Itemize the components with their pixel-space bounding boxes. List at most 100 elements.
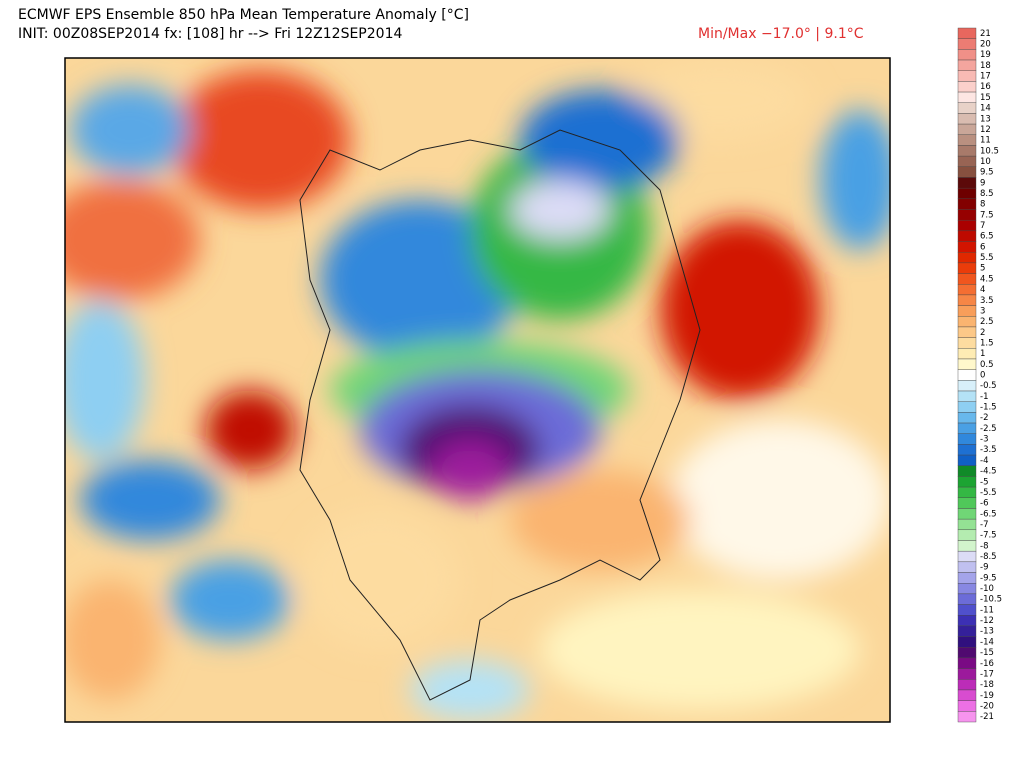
colorbar-label: -3.5 [980, 445, 997, 455]
colorbar-swatch [957, 219, 977, 232]
colorbar-label: -17 [980, 669, 994, 679]
colorbar-label: -1.5 [980, 403, 997, 413]
colorbar-swatch [957, 27, 977, 39]
colorbar-swatch [957, 198, 977, 210]
colorbar-label: 21 [980, 29, 991, 39]
colorbar-swatch [957, 689, 977, 701]
colorbar-label: -10 [980, 584, 994, 594]
colorbar-swatch [957, 262, 977, 274]
colorbar-label: 1 [980, 349, 985, 359]
colorbar-label: -14 [980, 637, 994, 647]
colorbar-swatch [957, 390, 977, 402]
colorbar-swatch [957, 166, 977, 178]
colorbar-label: 3.5 [980, 296, 994, 306]
colorbar-label: 8.5 [980, 189, 994, 199]
colorbar-label: -2 [980, 413, 988, 423]
colorbar-label: 6 [980, 242, 985, 252]
colorbar-swatch [957, 412, 977, 424]
colorbar-label: -9.5 [980, 573, 997, 583]
title: ECMWF EPS Ensemble 850 hPa Mean Temperat… [18, 7, 469, 23]
colorbar-label: -1 [980, 392, 988, 402]
colorbar-label: 6.5 [980, 232, 994, 242]
colorbar-label: -16 [980, 659, 994, 669]
colorbar-swatch [957, 615, 977, 627]
colorbar: 212019181716151413121110.5109.598.587.57… [957, 27, 1002, 723]
colorbar-label: 10 [980, 157, 991, 167]
colorbar-swatch [957, 422, 977, 434]
colorbar-swatch [957, 294, 977, 306]
colorbar-swatch [957, 433, 977, 445]
colorbar-label: -13 [980, 627, 994, 637]
colorbar-swatch [957, 679, 977, 691]
colorbar-label: 0.5 [980, 360, 994, 370]
colorbar-swatch [957, 369, 977, 381]
colorbar-swatch [957, 284, 977, 296]
colorbar-label: -15 [980, 648, 994, 658]
colorbar-label: -0.5 [980, 381, 997, 391]
colorbar-swatch [957, 326, 977, 338]
colorbar-swatch [957, 636, 977, 648]
colorbar-label: 8 [980, 200, 985, 210]
colorbar-swatch [957, 647, 977, 659]
colorbar-swatch [957, 273, 977, 285]
colorbar-label: 9 [980, 178, 985, 188]
colorbar-swatch [957, 70, 977, 82]
colorbar-label: 12 [980, 125, 991, 135]
colorbar-swatch [957, 113, 977, 125]
colorbar-swatch [957, 380, 977, 392]
colorbar-label: -4 [980, 456, 988, 466]
colorbar-swatch [957, 187, 977, 200]
minmax: Min/Max −17.0° | 9.1°C [698, 26, 864, 42]
init-line: INIT: 00Z08SEP2014 fx: [108] hr --> Fri … [18, 26, 402, 42]
colorbar-swatch [957, 561, 977, 573]
colorbar-label: 13 [980, 114, 991, 124]
colorbar-swatch [957, 134, 977, 146]
colorbar-label: 2.5 [980, 317, 994, 327]
colorbar-swatch [957, 337, 977, 349]
colorbar-swatch [957, 123, 977, 135]
colorbar-label: 15 [980, 93, 991, 103]
colorbar-label: -7.5 [980, 531, 997, 541]
colorbar-label: 17 [980, 72, 991, 82]
colorbar-swatch [957, 508, 977, 520]
colorbar-label: 7 [980, 221, 985, 231]
colorbar-label: -5 [980, 477, 988, 487]
colorbar-label: -21 [980, 712, 994, 722]
colorbar-label: 16 [980, 82, 991, 92]
colorbar-label: 14 [980, 104, 991, 114]
colorbar-swatch [957, 518, 977, 531]
map [65, 58, 890, 722]
colorbar-label: -4.5 [980, 467, 997, 477]
colorbar-swatch [957, 657, 977, 669]
colorbar-label: 20 [980, 40, 991, 50]
colorbar-swatch [957, 38, 977, 50]
map-frame [64, 57, 891, 723]
colorbar-swatch [957, 102, 977, 114]
colorbar-label: -6 [980, 499, 988, 509]
colorbar-label: -9 [980, 563, 988, 573]
colorbar-label: -20 [980, 701, 994, 711]
colorbar-label: 5 [980, 264, 985, 274]
colorbar-swatch [957, 700, 977, 712]
colorbar-label: -11 [980, 605, 994, 615]
colorbar-swatch [957, 540, 977, 552]
colorbar-label: -3 [980, 435, 988, 445]
colorbar-swatch [957, 476, 977, 488]
colorbar-label: -7 [980, 520, 988, 530]
colorbar-swatch [957, 209, 977, 221]
colorbar-label: 0 [980, 371, 985, 381]
colorbar-swatch [957, 358, 977, 370]
colorbar-label: 7.5 [980, 210, 994, 220]
colorbar-label: -6.5 [980, 509, 997, 519]
colorbar-label: -8.5 [980, 552, 997, 562]
colorbar-label: 4 [980, 285, 985, 295]
colorbar-swatch [957, 497, 977, 509]
colorbar-label: -5.5 [980, 488, 997, 498]
colorbar-label: -2.5 [980, 424, 997, 434]
colorbar-swatch [957, 305, 977, 317]
colorbar-label: 18 [980, 61, 991, 71]
colorbar-swatch [957, 572, 977, 584]
colorbar-swatch [957, 91, 977, 103]
colorbar-label: -10.5 [980, 595, 1002, 605]
